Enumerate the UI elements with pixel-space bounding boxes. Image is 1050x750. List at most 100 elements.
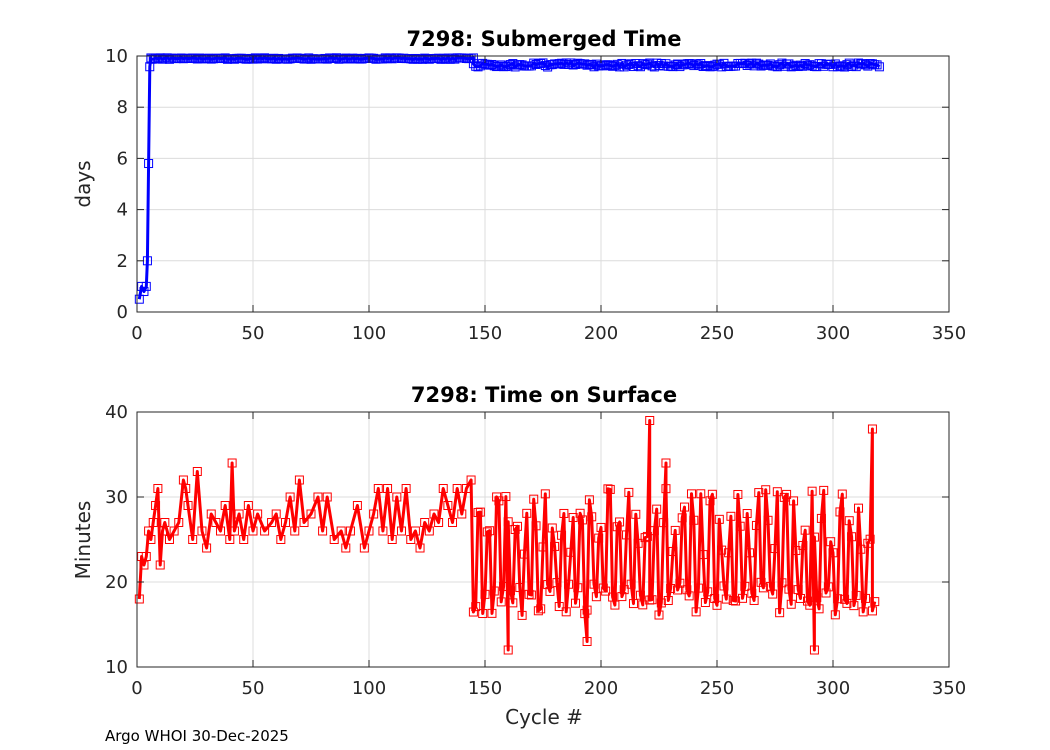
data-point xyxy=(807,61,817,71)
data-point xyxy=(517,60,527,70)
data-point xyxy=(628,599,638,609)
data-point xyxy=(775,60,785,70)
data-point xyxy=(559,508,569,518)
data-point xyxy=(860,60,870,70)
data-point xyxy=(847,61,857,71)
data-point xyxy=(670,525,680,535)
data-point xyxy=(826,537,836,547)
data-point xyxy=(496,597,506,607)
data-point xyxy=(661,59,671,69)
data-point xyxy=(710,593,720,603)
data-point xyxy=(155,53,165,63)
data-point xyxy=(471,602,481,612)
data-point xyxy=(631,59,641,69)
data-point xyxy=(698,550,708,560)
data-point xyxy=(661,458,671,468)
data-point xyxy=(383,484,393,493)
data-point xyxy=(622,530,632,540)
data-point xyxy=(798,540,808,550)
data-point xyxy=(158,54,168,64)
data-point xyxy=(867,606,877,616)
data-point xyxy=(146,535,156,544)
data-point xyxy=(640,533,650,543)
data-point xyxy=(448,518,458,527)
data-point xyxy=(805,600,815,610)
data-point xyxy=(608,61,618,71)
data-point xyxy=(724,548,734,558)
data-point xyxy=(422,54,432,64)
data-point xyxy=(863,61,873,71)
data-point xyxy=(373,484,383,493)
data-point xyxy=(461,484,471,493)
data-point xyxy=(436,54,446,64)
x-tick-label: 100 xyxy=(352,678,386,699)
data-point xyxy=(680,60,690,70)
data-point xyxy=(763,515,773,525)
data-point xyxy=(624,59,634,69)
data-point xyxy=(394,53,404,63)
data-point xyxy=(554,602,564,612)
data-point xyxy=(489,586,499,596)
data-point xyxy=(617,58,627,68)
data-point xyxy=(318,526,328,536)
data-point xyxy=(793,62,803,72)
data-point xyxy=(673,585,683,595)
data-point xyxy=(253,509,263,519)
data-point xyxy=(471,61,481,71)
data-point xyxy=(598,583,608,593)
data-point xyxy=(624,487,634,497)
data-point xyxy=(696,489,706,499)
data-point xyxy=(547,523,557,533)
data-point xyxy=(675,578,685,588)
data-point xyxy=(501,62,511,72)
data-point xyxy=(468,59,478,69)
data-point xyxy=(638,600,648,610)
data-point xyxy=(246,53,256,63)
data-point xyxy=(137,281,147,291)
data-point xyxy=(670,60,680,70)
x-tick-label: 0 xyxy=(131,323,142,344)
data-point xyxy=(731,61,741,71)
data-point xyxy=(628,62,638,72)
data-point xyxy=(684,59,694,69)
data-point xyxy=(540,61,550,71)
data-point xyxy=(378,526,388,536)
data-point xyxy=(503,517,513,527)
data-point xyxy=(710,60,720,70)
series-line xyxy=(137,56,881,300)
data-point xyxy=(151,501,161,510)
data-point xyxy=(443,53,453,63)
data-point xyxy=(754,59,764,69)
data-point xyxy=(487,608,497,618)
data-point xyxy=(775,608,785,618)
data-point xyxy=(805,60,815,70)
data-point xyxy=(424,54,434,64)
data-point xyxy=(865,534,875,544)
data-point xyxy=(290,526,300,536)
data-point xyxy=(661,484,671,494)
data-point xyxy=(809,645,819,655)
data-point xyxy=(487,59,497,69)
y-tick-label: 40 xyxy=(105,402,128,423)
data-point xyxy=(733,489,743,499)
data-point xyxy=(383,54,393,64)
data-point xyxy=(575,59,585,69)
data-point xyxy=(299,518,309,527)
data-point xyxy=(749,595,759,605)
data-point xyxy=(396,526,406,536)
data-point xyxy=(652,504,662,514)
data-point xyxy=(478,609,488,619)
data-point xyxy=(656,598,666,608)
data-point xyxy=(830,610,840,620)
data-point xyxy=(478,58,488,68)
data-point xyxy=(204,53,214,63)
data-point xyxy=(332,53,342,63)
data-point xyxy=(410,526,420,536)
data-point xyxy=(336,526,346,536)
data-point xyxy=(703,61,713,71)
data-point xyxy=(837,61,847,71)
data-point xyxy=(408,54,418,64)
data-point xyxy=(638,59,648,69)
data-point xyxy=(663,595,673,605)
data-point xyxy=(329,54,339,64)
